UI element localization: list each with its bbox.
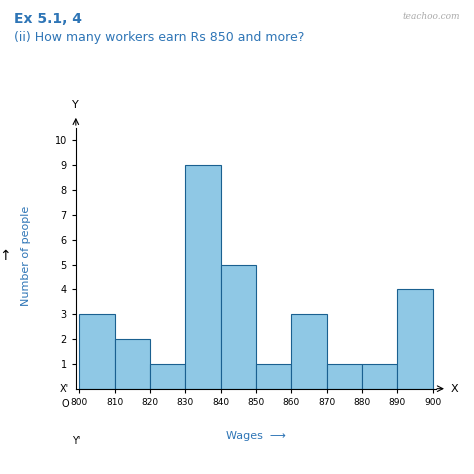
Text: (ii) How many workers earn Rs 850 and more?: (ii) How many workers earn Rs 850 and mo… [14, 31, 305, 44]
Bar [185, 165, 220, 389]
Bar [256, 364, 292, 389]
Text: Number of people: Number of people [21, 206, 31, 306]
Bar [150, 364, 185, 389]
Text: ↑: ↑ [0, 249, 10, 263]
Bar [79, 314, 115, 389]
Text: Y': Y' [72, 436, 80, 446]
Text: teachoo.com: teachoo.com [402, 12, 460, 21]
Bar [220, 264, 256, 389]
Text: Ex 5.1, 4: Ex 5.1, 4 [14, 12, 82, 26]
Text: Wages  ⟶: Wages ⟶ [226, 431, 286, 441]
Bar [397, 289, 433, 389]
Bar [327, 364, 362, 389]
Bar [292, 314, 327, 389]
Bar [362, 364, 397, 389]
Bar [115, 339, 150, 389]
Text: Y: Y [73, 100, 79, 110]
Text: O: O [61, 399, 69, 409]
Text: X': X' [60, 383, 69, 394]
Text: X: X [450, 383, 458, 394]
